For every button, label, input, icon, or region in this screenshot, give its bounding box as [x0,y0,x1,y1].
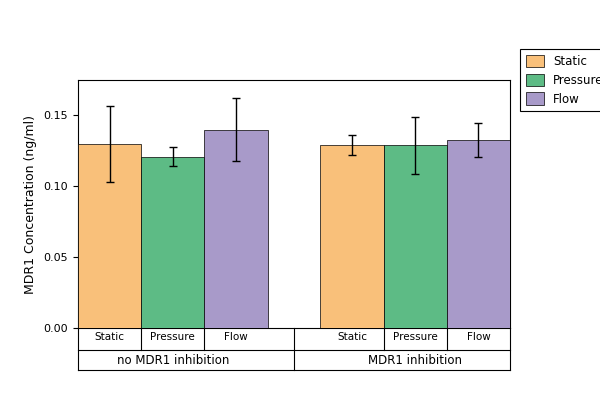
Text: no MDR1 inhibition: no MDR1 inhibition [116,354,229,366]
Bar [447,140,510,328]
Bar [141,156,205,328]
Y-axis label: MDR1 Concentration (ng/ml): MDR1 Concentration (ng/ml) [24,114,37,294]
Text: MDR1 inhibition: MDR1 inhibition [368,354,462,366]
Bar [205,130,268,328]
Legend: Static, Pressure, Flow: Static, Pressure, Flow [520,49,600,112]
Bar [320,145,383,328]
Bar [383,145,447,328]
Bar [78,144,141,328]
